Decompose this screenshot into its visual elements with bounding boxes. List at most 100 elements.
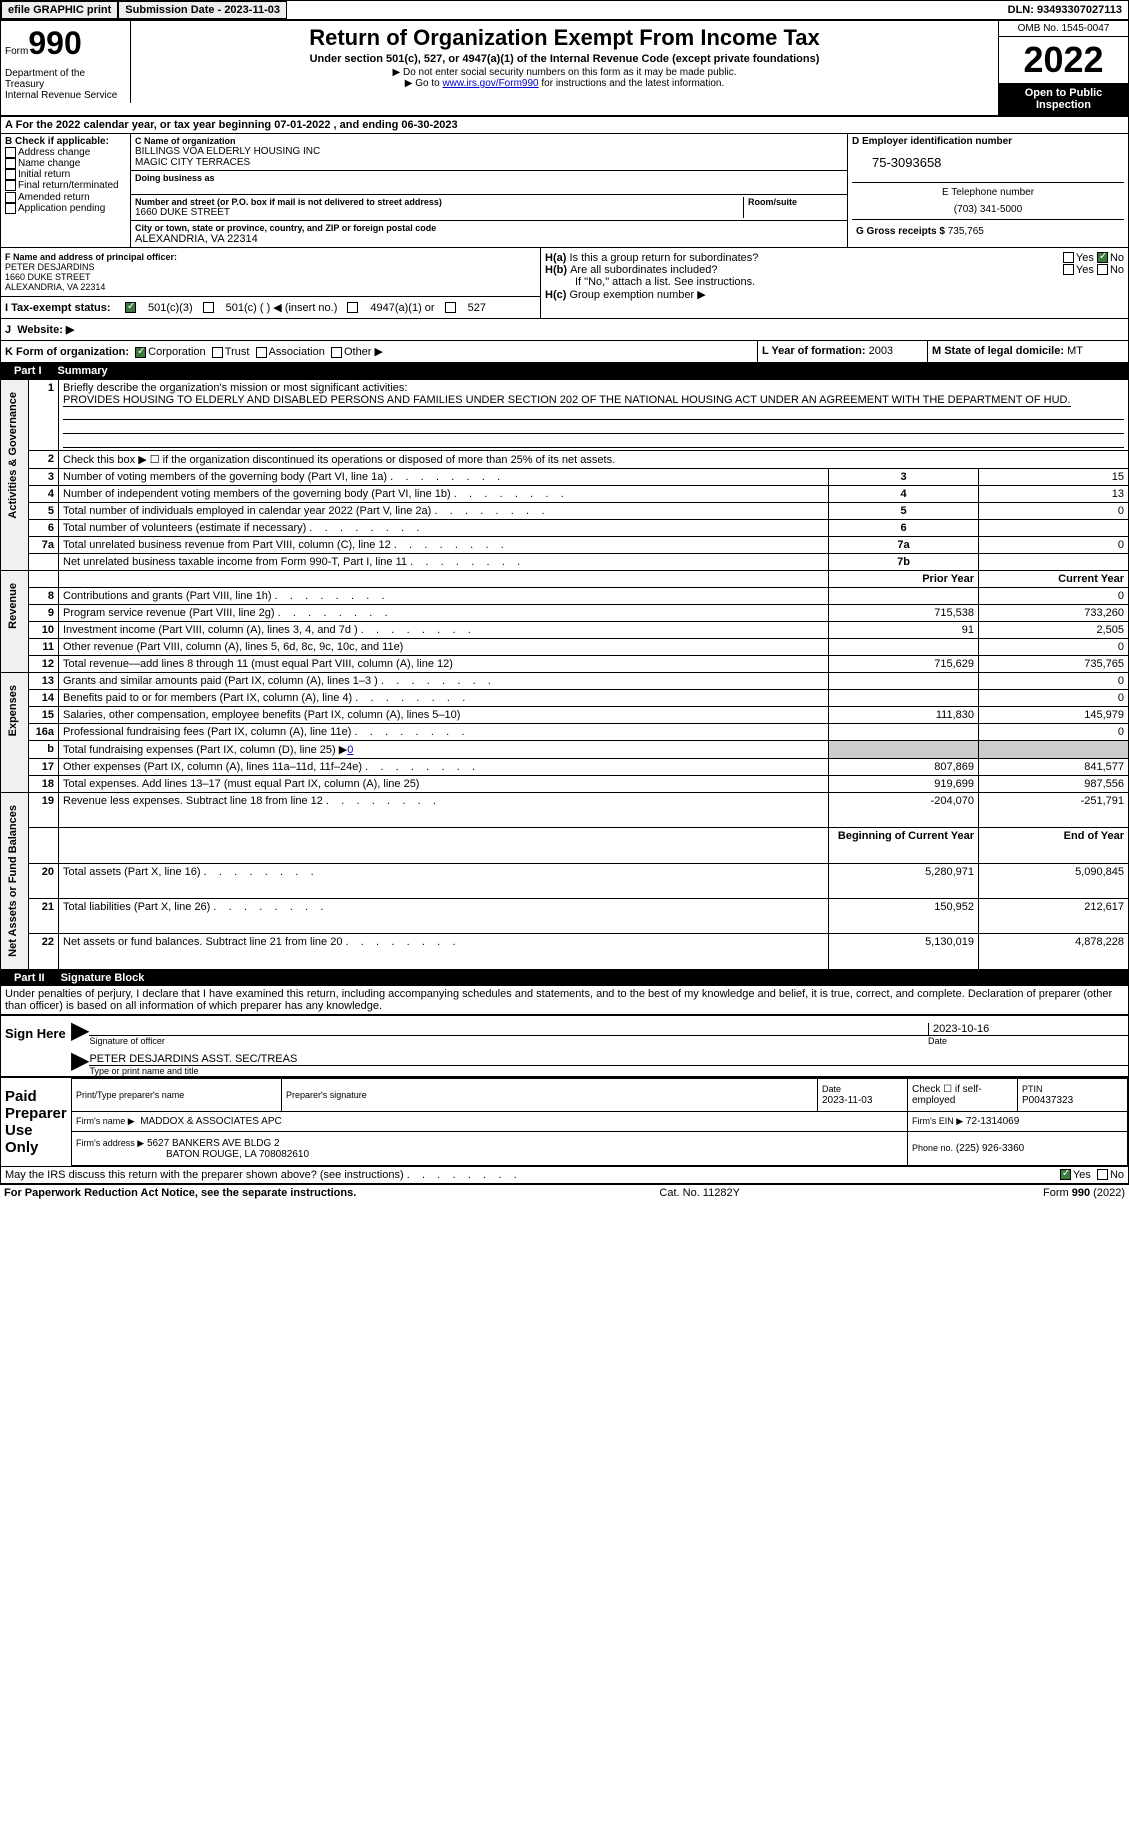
mission-text: PROVIDES HOUSING TO ELDERLY AND DISABLED… [63, 394, 1071, 407]
chk-other[interactable] [331, 347, 342, 358]
chk-name: Name change [5, 158, 126, 169]
sign-here-label: Sign Here [1, 1016, 71, 1076]
section-c: C Name of organization BILLINGS VOA ELDE… [131, 134, 848, 247]
sidebar-netassets: Net Assets or Fund Balances [1, 793, 29, 970]
room-label: Room/suite [748, 197, 843, 207]
officer-addr2: ALEXANDRIA, VA 22314 [5, 282, 536, 292]
form-number: 990 [28, 25, 81, 61]
chk-corp[interactable] [135, 347, 146, 358]
form990-link[interactable]: www.irs.gov/Form990 [442, 78, 538, 89]
f-label: F Name and address of principal officer: [5, 252, 536, 262]
city-label: City or town, state or province, country… [135, 223, 843, 233]
addr-label: Number and street (or P.O. box if mail i… [135, 197, 743, 207]
footer: For Paperwork Reduction Act Notice, see … [0, 1184, 1129, 1201]
dept-cell: Department of the Treasury Internal Reve… [1, 66, 131, 103]
dln: DLN: 93493307027113 [1002, 2, 1128, 18]
footer-right: Form 990 (2022) [1043, 1187, 1125, 1199]
street-address: 1660 DUKE STREET [135, 207, 743, 218]
main-title: Return of Organization Exempt From Incom… [135, 25, 994, 51]
omb-cell: OMB No. 1545-0047 2022 Open to Public In… [998, 21, 1128, 115]
dept-irs: Internal Revenue Service [5, 90, 126, 101]
chk-4947[interactable] [347, 302, 358, 313]
d-label: D Employer identification number [852, 136, 1124, 147]
officer-name: PETER DESJARDINS [5, 262, 536, 272]
line3-val: 15 [979, 469, 1129, 486]
paid-preparer-section: Paid Preparer Use Only Print/Type prepar… [0, 1077, 1129, 1167]
instr2: ▶ Go to www.irs.gov/Form990 for instruct… [135, 78, 994, 89]
org-name-1: BILLINGS VOA ELDERLY HOUSING INC [135, 146, 843, 157]
chk-discuss-no[interactable] [1097, 1169, 1108, 1180]
c-name-label: C Name of organization [135, 136, 843, 146]
officer-name-printed: PETER DESJARDINS ASST. SEC/TREAS [89, 1046, 1128, 1066]
b-header: B Check if applicable: [5, 136, 126, 147]
title-cell: Return of Organization Exempt From Incom… [131, 21, 998, 115]
part1-header: Part I Summary [0, 363, 1129, 379]
year-formation: 2003 [869, 345, 893, 357]
a-year-row: A For the 2022 calendar year, or tax yea… [0, 116, 1129, 134]
m-label: M State of legal domicile: [932, 345, 1064, 357]
dept-treasury: Department of the Treasury [5, 68, 126, 90]
line7a-text: Total unrelated business revenue from Pa… [59, 537, 829, 554]
part1-table: Activities & Governance 1 Briefly descri… [0, 379, 1129, 970]
line2: Check this box ▶ ☐ if the organization d… [59, 451, 1129, 469]
subtitle: Under section 501(c), 527, or 4947(a)(1)… [135, 53, 994, 65]
telephone: (703) 341-5000 [852, 198, 1124, 215]
line5-text: Total number of individuals employed in … [59, 503, 829, 520]
g-label: G Gross receipts $ [856, 226, 945, 237]
gross-receipts: 735,765 [948, 226, 984, 237]
section-bcd: B Check if applicable: Address change Na… [0, 134, 1129, 248]
sidebar-revenue: Revenue [1, 571, 29, 673]
paid-prep-label: Paid Preparer Use Only [1, 1078, 71, 1166]
line1-label: Briefly describe the organization's miss… [63, 382, 407, 394]
omb-number: OMB No. 1545-0047 [999, 21, 1128, 37]
section-f: F Name and address of principal officer:… [1, 248, 540, 297]
discuss-row: May the IRS discuss this return with the… [0, 1167, 1129, 1184]
arrow-icon: ▶ [71, 1046, 89, 1076]
tax-year: 2022 [999, 37, 1128, 83]
line6-text: Total number of volunteers (estimate if … [59, 520, 829, 537]
arrow-icon: ▶ [71, 1016, 89, 1046]
org-name-2: MAGIC CITY TERRACES [135, 157, 843, 168]
chk-501c[interactable] [203, 302, 214, 313]
form-label: Form [5, 46, 28, 57]
k-label: K Form of organization: [5, 346, 129, 358]
section-i: I Tax-exempt status: 501(c)(3) 501(c) ( … [1, 297, 540, 318]
officer-addr1: 1660 DUKE STREET [5, 272, 536, 282]
topbar: efile GRAPHIC print Submission Date - 20… [0, 0, 1129, 20]
part2-header: Part II Signature Block [0, 970, 1129, 986]
inspection-box: Open to Public Inspection [999, 83, 1128, 115]
chk-final: Final return/terminated [5, 180, 126, 191]
chk-app: Application pending [5, 203, 126, 214]
l-label: L Year of formation: [762, 345, 866, 357]
section-j: J Website: ▶ [0, 319, 1129, 341]
section-klm: K Form of organization: Corporation Trus… [0, 341, 1129, 363]
section-h: H(a) Is this a group return for subordin… [541, 248, 1128, 318]
chk-501c3[interactable] [125, 302, 136, 313]
chk-address: Address change [5, 147, 126, 158]
perjury-text: Under penalties of perjury, I declare th… [0, 986, 1129, 1015]
dba-label: Doing business as [135, 173, 843, 183]
chk-assoc[interactable] [256, 347, 267, 358]
section-deg: D Employer identification number 75-3093… [848, 134, 1128, 247]
j-label: J Website: ▶ [5, 323, 74, 336]
i-label: I Tax-exempt status: [5, 302, 115, 314]
chk-trust[interactable] [212, 347, 223, 358]
form-number-cell: Form990 [1, 21, 131, 66]
sidebar-activities: Activities & Governance [1, 380, 29, 571]
sidebar-expenses: Expenses [1, 673, 29, 793]
chk-amended: Amended return [5, 192, 126, 203]
ein-value: 75-3093658 [852, 147, 1124, 178]
footer-left: For Paperwork Reduction Act Notice, see … [4, 1187, 356, 1199]
footer-cat: Cat. No. 11282Y [659, 1187, 740, 1199]
chk-initial: Initial return [5, 169, 126, 180]
submission-date: Submission Date - 2023-11-03 [118, 1, 287, 19]
section-fhi: F Name and address of principal officer:… [0, 248, 1129, 319]
e-label: E Telephone number [852, 187, 1124, 198]
chk-discuss-yes[interactable] [1060, 1169, 1071, 1180]
line4-text: Number of independent voting members of … [59, 486, 829, 503]
chk-527[interactable] [445, 302, 456, 313]
sign-here-section: Sign Here ▶ 2023-10-16 Signature of offi… [0, 1015, 1129, 1077]
efile-button[interactable]: efile GRAPHIC print [1, 1, 118, 19]
line3-text: Number of voting members of the governin… [59, 469, 829, 486]
instr1: ▶ Do not enter social security numbers o… [135, 67, 994, 78]
